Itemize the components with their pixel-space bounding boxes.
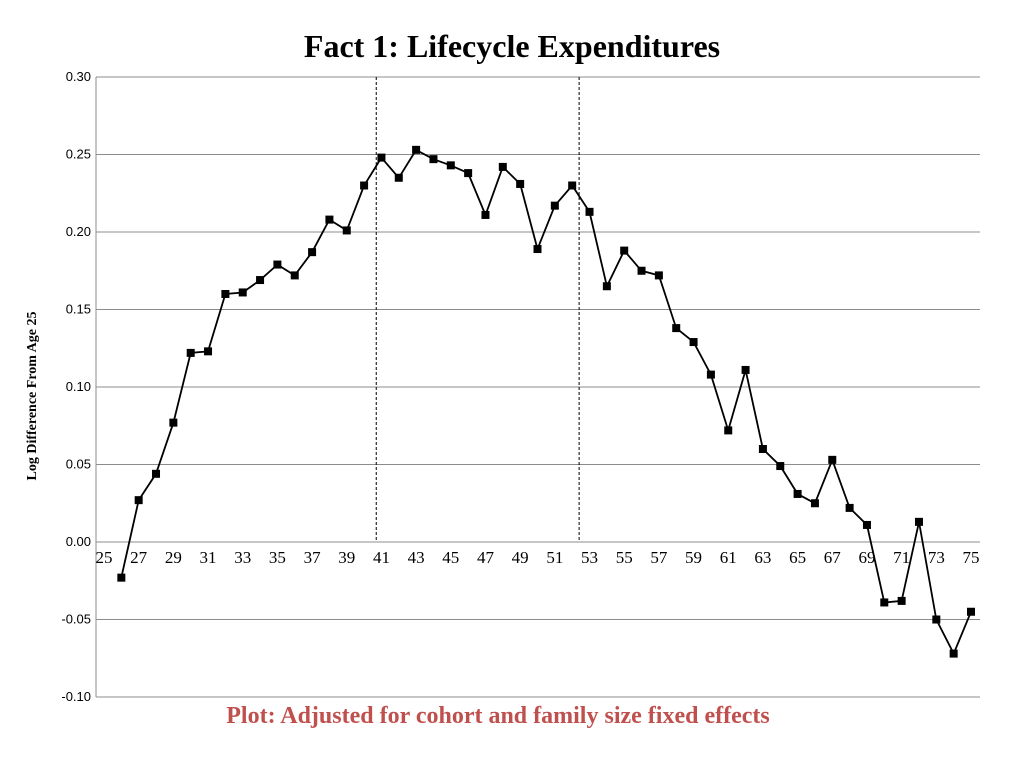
data-point [238,288,247,297]
x-tick-label: 51 [546,548,563,567]
x-tick-label: 45 [442,548,459,567]
data-point [862,520,871,529]
series-line [120,148,972,656]
data-point [776,462,785,471]
x-tick-label: 73 [928,548,945,567]
x-tick-label: 43 [408,548,425,567]
x-tick-label: 49 [512,548,529,567]
x-tick-label: 35 [269,548,286,567]
x-tick-label: 75 [963,548,980,567]
y-tick-label: 0.25 [66,147,91,162]
data-point [550,201,559,210]
data-point [516,179,525,188]
data-point [377,153,386,162]
x-tick-label: 27 [130,548,148,567]
data-point [256,276,265,285]
x-tick-label: 25 [96,548,113,567]
data-point [186,348,195,357]
data-point [706,370,715,379]
x-tick-label: 33 [234,548,251,567]
chart-title: Fact 1: Lifecycle Expenditures [303,28,721,64]
y-tick-label: 0.00 [66,534,91,549]
y-tick-label: -0.05 [61,612,91,627]
data-point [741,365,750,374]
data-point [325,215,334,224]
x-tick-label: 47 [477,548,495,567]
data-point [880,598,889,607]
data-point [134,496,143,505]
data-point [758,445,767,453]
x-tick-label: 41 [373,548,390,567]
data-point [342,226,351,235]
y-tick-label: 0.20 [66,224,91,239]
y-tick-label: -0.10 [61,689,91,704]
data-point [498,162,507,171]
x-tick-label: 63 [754,548,771,567]
x-tick-label: 61 [720,548,737,567]
data-point [446,161,455,170]
y-tick-label: 0.15 [66,302,91,317]
data-point [464,169,473,178]
x-tick-label: 59 [685,548,702,567]
data-point [360,181,369,190]
data-point [602,282,611,291]
data-point [949,649,958,658]
data-point [308,248,317,257]
y-tick-label: 0.05 [66,457,91,472]
data-point [585,207,594,216]
x-tick-label: 67 [824,548,842,567]
data-point [221,290,230,298]
data-point [533,245,542,254]
x-tick-label: 55 [616,548,633,567]
x-tick-label: 65 [789,548,806,567]
x-tick-label: 29 [165,548,182,567]
data-point [637,266,646,275]
x-tick-label: 39 [338,548,355,567]
data-point [793,489,802,498]
data-point [654,271,663,280]
data-point [429,155,438,164]
data-point [394,173,403,182]
data-point [845,503,854,512]
y-tick-label: 0.30 [66,69,91,84]
data-point [689,338,698,347]
data-point [481,210,490,219]
data-point [117,573,126,582]
x-tick-label: 31 [200,548,217,567]
x-tick-label: 57 [650,548,668,567]
y-tick-label: 0.10 [66,379,91,394]
data-point [273,260,282,269]
data-point [967,607,975,616]
data-point [204,347,213,356]
x-tick-label: 69 [858,548,875,567]
x-tick-label: 71 [893,548,910,567]
data-point [914,517,923,526]
x-tick-label: 37 [304,548,322,567]
chart-footnote: Plot: Adjusted for cohort and family siz… [226,703,770,729]
data-point [290,271,299,280]
data-point [672,324,681,333]
data-point [169,418,178,427]
data-point [620,246,629,255]
data-point [724,426,733,435]
x-tick-label: 53 [581,548,598,567]
data-point [412,145,421,154]
data-point [897,596,906,605]
data-point [932,615,941,624]
data-point [810,499,819,508]
data-point [152,469,161,478]
data-point [568,181,577,190]
data-point [828,455,837,464]
